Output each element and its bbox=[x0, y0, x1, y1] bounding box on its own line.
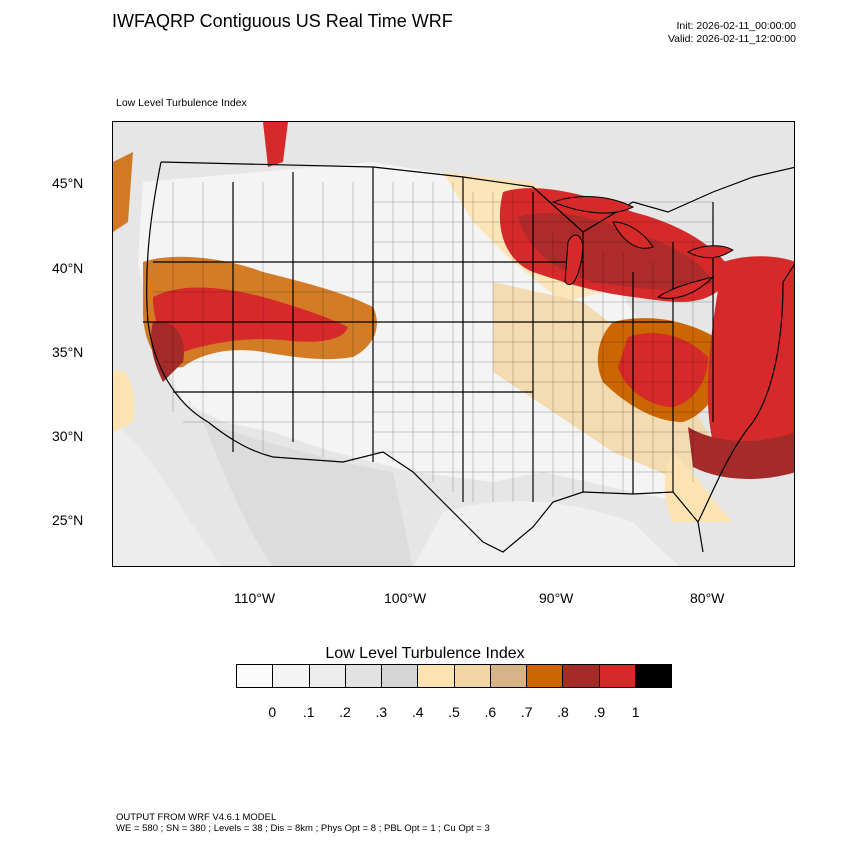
great-lakes bbox=[551, 196, 734, 299]
colorbar-tick-label: .6 bbox=[484, 704, 497, 720]
mexico-field bbox=[203, 422, 413, 566]
colorbar-swatch bbox=[454, 665, 491, 687]
footer-model-line: OUTPUT FROM WRF V4.6.1 MODEL bbox=[116, 812, 277, 823]
colorbar-swatch bbox=[273, 665, 310, 687]
atlantic-max bbox=[688, 427, 794, 479]
colorbar-swatch bbox=[237, 665, 274, 687]
southwest-core bbox=[153, 287, 348, 352]
colorbar-tick-label: .1 bbox=[302, 704, 315, 720]
appalachian-core bbox=[618, 333, 708, 407]
lat-label-35: 35°N bbox=[52, 344, 84, 360]
colorbar-swatch bbox=[418, 665, 455, 687]
colorbar-swatch bbox=[635, 665, 671, 687]
lon-label-80w: 80°W bbox=[690, 590, 725, 606]
colorbar-tick-label: .3 bbox=[375, 704, 388, 720]
map-panel bbox=[112, 121, 795, 567]
map-title: IWFAQRP Contiguous US Real Time WRF bbox=[112, 11, 453, 31]
colorbar-swatch bbox=[527, 665, 564, 687]
lon-label-100w: 100°W bbox=[384, 590, 427, 606]
turbulence-map bbox=[113, 122, 794, 566]
lat-label-30: 30°N bbox=[52, 428, 84, 444]
colorbar-swatch bbox=[382, 665, 419, 687]
lon-label-90w: 90°W bbox=[539, 590, 574, 606]
lat-label-45: 45°N bbox=[52, 175, 84, 191]
montana-streak bbox=[263, 122, 288, 167]
pacific-field bbox=[113, 422, 222, 566]
colorbar-swatch bbox=[345, 665, 382, 687]
west-coast-band bbox=[113, 152, 133, 232]
county-boundaries bbox=[153, 182, 713, 502]
colorbar-swatch bbox=[490, 665, 527, 687]
state-boundaries bbox=[143, 161, 794, 553]
map-subtitle: Low Level Turbulence Index bbox=[116, 97, 247, 109]
lat-label-40: 40°N bbox=[52, 260, 84, 276]
colorbar-tick-label: .9 bbox=[593, 704, 606, 720]
colorbar-tick-label: .8 bbox=[557, 704, 569, 720]
valid-time: Valid: 2026-02-11_12:00:00 bbox=[667, 33, 796, 45]
colorbar-title: Low Level Turbulence Index bbox=[325, 645, 525, 662]
colorbar-tick-label: .4 bbox=[411, 704, 424, 720]
colorbar-tick-label: 1 bbox=[631, 704, 640, 720]
pacific-band bbox=[113, 370, 135, 432]
lat-label-25: 25°N bbox=[52, 512, 84, 528]
california-max bbox=[151, 321, 184, 382]
colorbar-swatch bbox=[563, 665, 600, 687]
southeast-band bbox=[664, 452, 733, 522]
colorbar-swatch bbox=[599, 665, 636, 687]
colorbar bbox=[236, 664, 672, 688]
colorbar-tick-label: .7 bbox=[520, 704, 533, 720]
colorbar-swatch bbox=[309, 665, 346, 687]
model-footer: OUTPUT FROM WRF V4.6.1 MODEL WE = 580 ; … bbox=[116, 812, 490, 834]
colorbar-tick-label: 0 bbox=[268, 704, 277, 720]
atlantic-core bbox=[707, 256, 794, 456]
init-time: Init: 2026-02-11_00:00:00 bbox=[676, 20, 796, 32]
lon-label-110w: 110°W bbox=[234, 590, 276, 606]
colorbar-tick-label: .5 bbox=[448, 704, 460, 720]
footer-config-line: WE = 580 ; SN = 380 ; Levels = 38 ; Dis … bbox=[116, 823, 490, 834]
colorbar-tick-label: .2 bbox=[339, 704, 351, 720]
init-valid-times: Init: 2026-02-11_00:00:00 Valid: 2026-02… bbox=[668, 20, 796, 46]
gulf-field bbox=[414, 501, 681, 566]
